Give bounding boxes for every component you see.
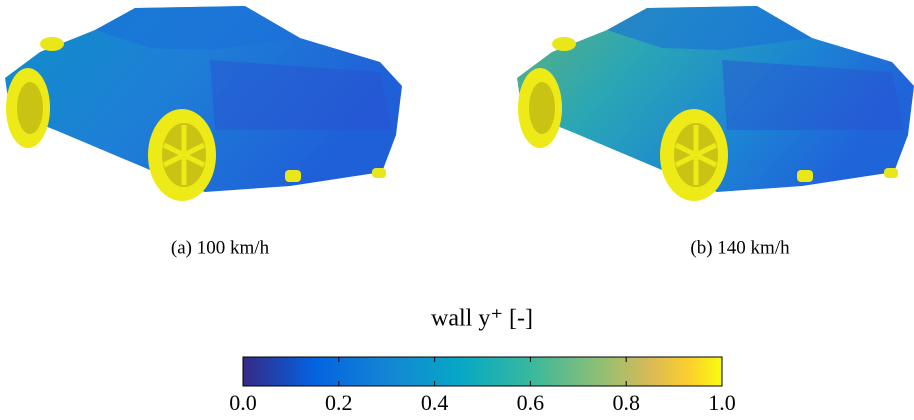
car-render-b	[517, 6, 914, 201]
tick-label: 1.0	[708, 390, 736, 415]
colorbar	[242, 356, 723, 387]
tick-label: 0.0	[229, 390, 257, 415]
colorbar-label: wall y⁺ [-]	[431, 306, 533, 332]
tick-label: 0.4	[421, 390, 449, 415]
caption: (b) 140 km/h	[690, 237, 790, 258]
car-render-a	[5, 6, 402, 201]
tick-label: 0.6	[517, 390, 545, 415]
caption: (a) 100 km/h	[171, 237, 270, 258]
tick-label: 0.2	[325, 390, 353, 415]
tick-label: 0.8	[612, 390, 640, 415]
